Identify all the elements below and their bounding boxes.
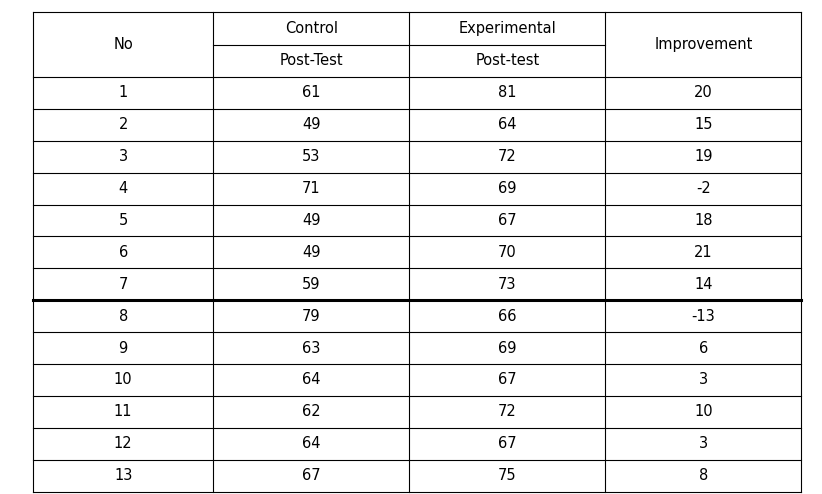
Text: 20: 20: [694, 85, 713, 100]
Text: 49: 49: [302, 213, 321, 228]
Text: 67: 67: [498, 436, 517, 451]
Text: 53: 53: [302, 149, 321, 164]
Text: 5: 5: [118, 213, 127, 228]
Text: 66: 66: [498, 309, 517, 324]
Text: 10: 10: [694, 404, 713, 419]
Text: 62: 62: [302, 404, 321, 419]
Text: 69: 69: [498, 181, 517, 196]
Text: 69: 69: [498, 340, 517, 356]
Text: 12: 12: [114, 436, 132, 451]
Text: 18: 18: [695, 213, 713, 228]
Text: 10: 10: [114, 372, 132, 387]
Text: 6: 6: [699, 340, 708, 356]
Text: No: No: [113, 37, 133, 52]
Text: 49: 49: [302, 245, 321, 260]
Text: 64: 64: [302, 372, 321, 387]
Text: 59: 59: [302, 277, 321, 292]
Text: -13: -13: [691, 309, 715, 324]
Text: 72: 72: [498, 149, 517, 164]
Text: Post-test: Post-test: [475, 53, 539, 68]
Text: 14: 14: [695, 277, 713, 292]
Text: 6: 6: [118, 245, 127, 260]
Text: 79: 79: [302, 309, 321, 324]
Text: 64: 64: [498, 118, 517, 132]
Text: 3: 3: [699, 436, 708, 451]
Text: 7: 7: [118, 277, 128, 292]
Text: 9: 9: [118, 340, 127, 356]
Text: 8: 8: [699, 468, 708, 483]
Text: 4: 4: [118, 181, 127, 196]
Text: 71: 71: [302, 181, 321, 196]
Text: 70: 70: [498, 245, 517, 260]
Text: 2: 2: [118, 118, 128, 132]
Text: 73: 73: [498, 277, 517, 292]
Text: 61: 61: [302, 85, 321, 100]
Text: 63: 63: [302, 340, 321, 356]
Text: 75: 75: [498, 468, 517, 483]
Text: 15: 15: [695, 118, 713, 132]
Text: Post-Test: Post-Test: [279, 53, 344, 68]
Text: 67: 67: [302, 468, 321, 483]
Text: 19: 19: [695, 149, 713, 164]
Text: 72: 72: [498, 404, 517, 419]
Text: 64: 64: [302, 436, 321, 451]
Text: 67: 67: [498, 372, 517, 387]
Text: Control: Control: [285, 21, 338, 36]
Text: 8: 8: [118, 309, 127, 324]
Text: -2: -2: [696, 181, 711, 196]
Text: 1: 1: [118, 85, 127, 100]
Text: 3: 3: [118, 149, 127, 164]
Text: 67: 67: [498, 213, 517, 228]
Text: 11: 11: [114, 404, 132, 419]
Text: Experimental: Experimental: [459, 21, 556, 36]
Text: 81: 81: [498, 85, 517, 100]
Text: Improvement: Improvement: [654, 37, 753, 52]
Text: 13: 13: [114, 468, 132, 483]
Text: 3: 3: [699, 372, 708, 387]
Text: 21: 21: [694, 245, 713, 260]
Text: 49: 49: [302, 118, 321, 132]
